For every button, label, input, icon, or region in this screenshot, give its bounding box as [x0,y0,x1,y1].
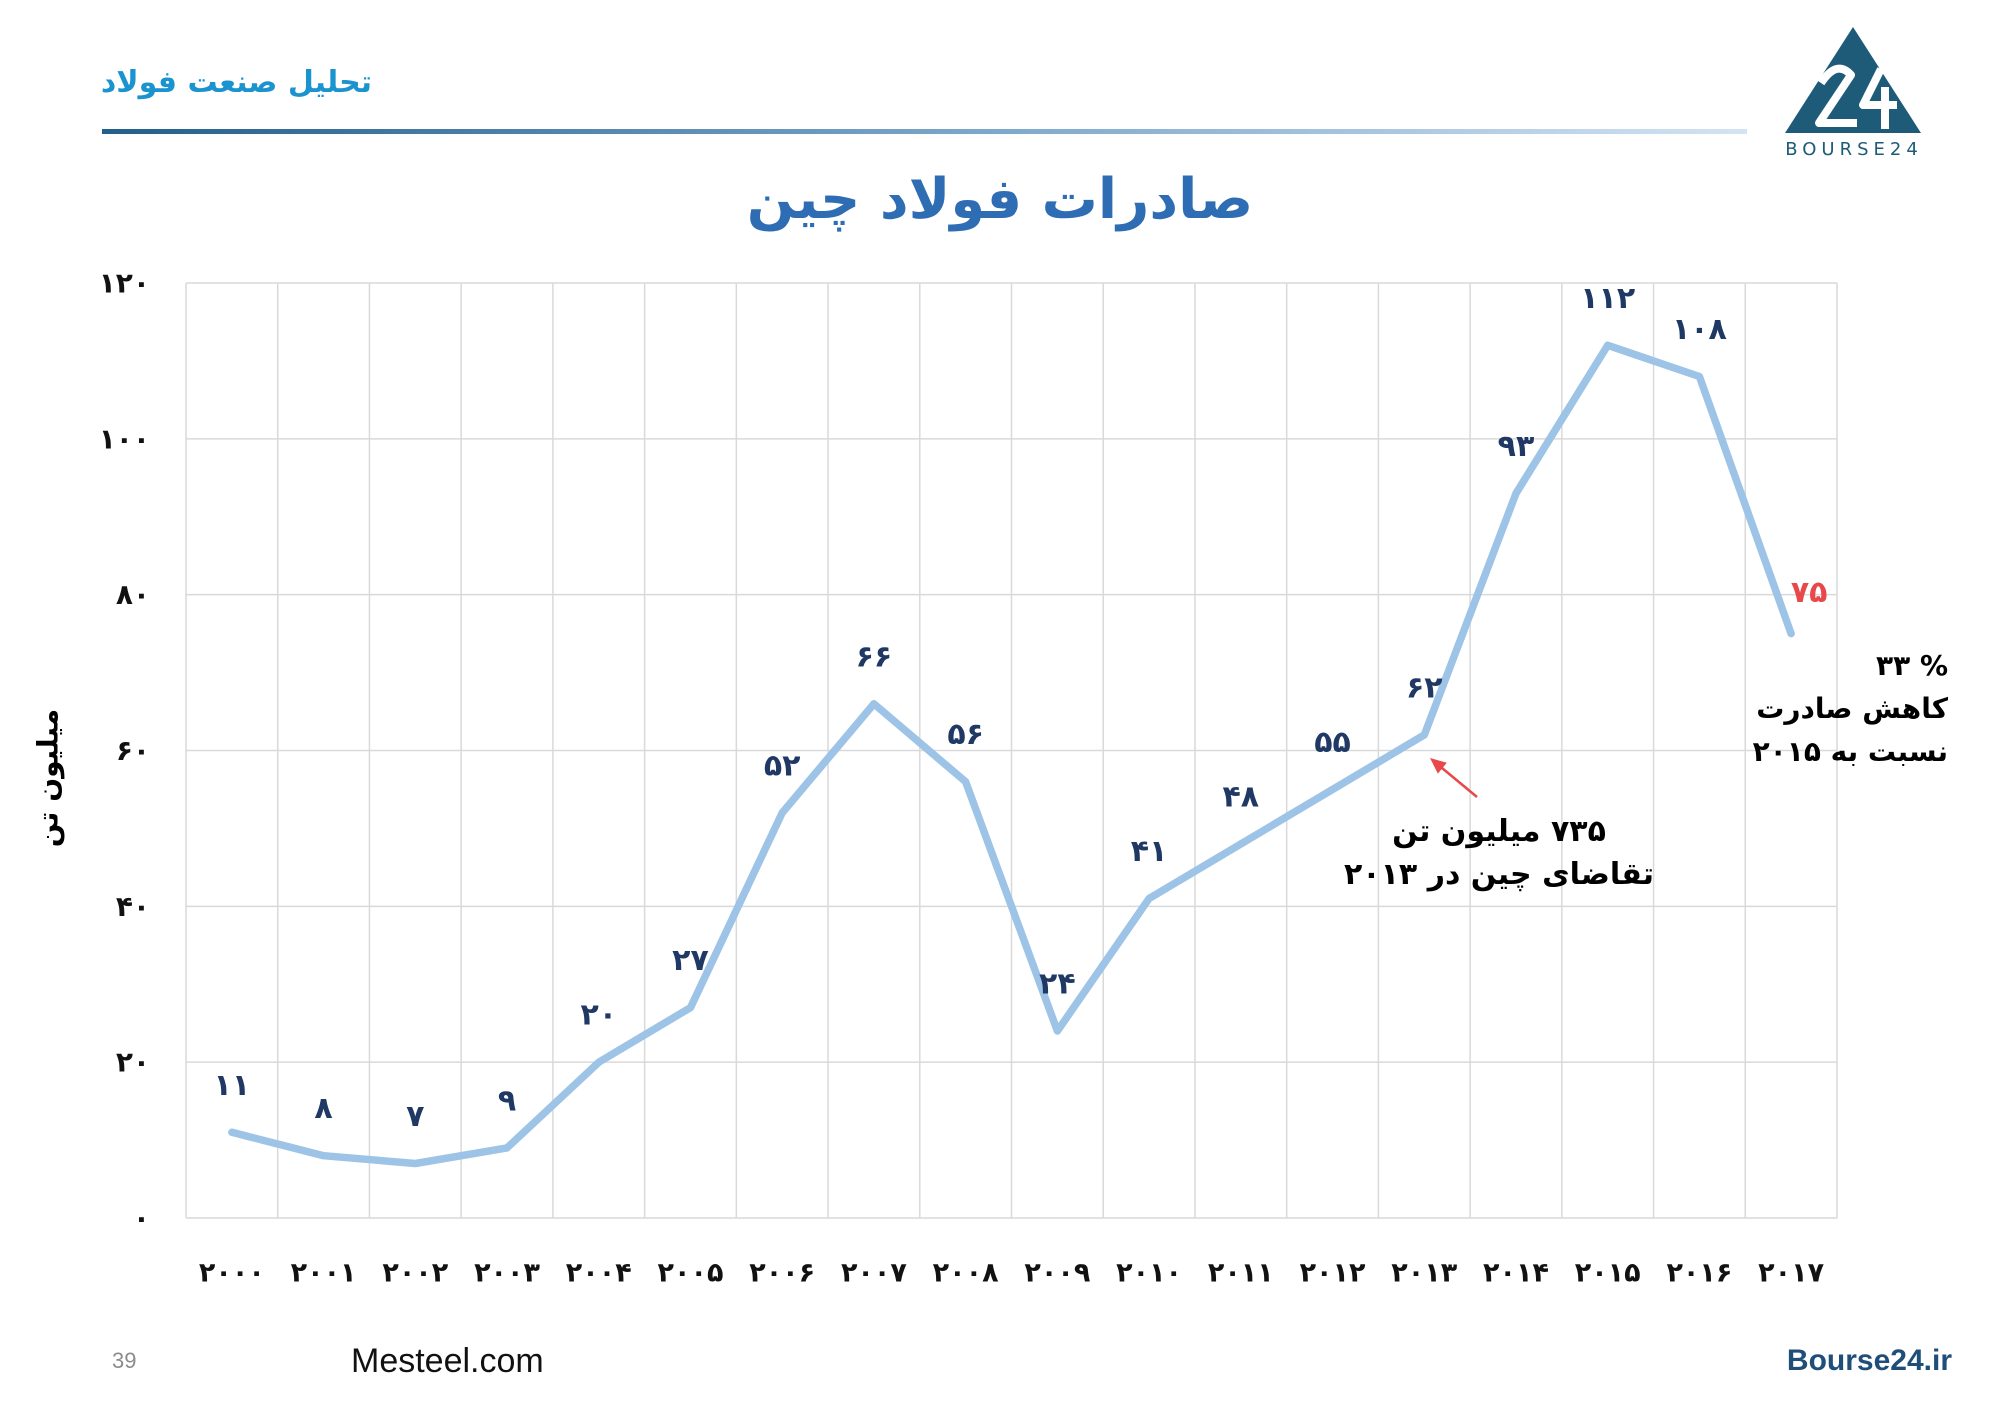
x-tick-label: ۲۰۰۶ [749,1258,815,1289]
data-label: ۲۷ [672,943,709,978]
data-point [503,1144,511,1152]
chart-title: صادرات فولاد چین [746,167,1254,232]
logo-two-stroke [1815,64,1857,127]
annotation-line: ۷۳۵ میلیون تن [1392,814,1606,849]
footer-left-website: Mesteel.com [351,1342,544,1380]
footer-right-website: Bourse24.ir [1786,1344,1952,1377]
data-point [1329,785,1337,793]
data-point [778,809,786,817]
annotation-demand-2013: ۷۳۵ میلیون تن تقاضای چین در ۲۰۱۳ [1329,810,1669,896]
data-label: ۲۴ [1039,967,1076,1002]
data-points [228,341,1795,1167]
data-point [1787,630,1795,638]
series-line [228,341,1795,1168]
data-point [1053,1027,1061,1035]
bourse24-logo-icon [1785,27,1921,133]
x-tick-label: ۲۰۰۹ [1024,1258,1090,1289]
annotation-arrow [1430,758,1478,798]
x-tick-label: ۲۰۱۳ [1391,1258,1457,1289]
data-label: ۱۱۲ [1580,281,1635,316]
data-label: ۱۱ [214,1068,251,1103]
x-tick-label: ۲۰۰۱ [291,1258,357,1289]
data-label: ۴۱ [1131,834,1168,869]
y-tick-label: ۸۰ [116,578,150,611]
y-axis-title: میلیون تن [32,709,65,848]
data-point [1420,731,1428,739]
data-label: ۵۵ [1314,725,1351,760]
data-point [1695,373,1703,380]
x-tick-label: ۲۰۰۵ [658,1258,724,1289]
arrow-head-icon [1430,758,1447,774]
x-tick-label: ۲۰۱۰ [1116,1258,1182,1289]
annotation-line: نسبت به ۲۰۱۵ [1752,735,1948,768]
y-tick-label: ۱۰۰ [99,422,150,455]
y-tick-label: ۰ [133,1202,150,1235]
annotation-line: کاهش صادرت [1756,692,1948,725]
data-label: ۵۶ [947,717,984,752]
data-label: ۹۳ [1498,429,1535,464]
y-tick-label: ۱۲۰ [99,267,150,300]
data-point [1145,895,1153,903]
data-label: ۴۸ [1222,780,1259,815]
arrow-shaft [1441,767,1478,798]
data-point [1237,840,1245,848]
x-tick-label: ۲۰۰۲ [382,1258,448,1289]
x-tick-label: ۲۰۰۸ [933,1258,999,1289]
data-point [1604,341,1612,349]
data-point [686,1004,694,1012]
data-point [595,1058,603,1066]
data-point [228,1128,236,1136]
x-tick-label: ۲۰۰۰ [199,1258,265,1289]
x-tick-label: ۲۰۰۴ [566,1258,632,1289]
data-point [320,1152,328,1160]
data-label: ۵۲ [764,748,801,783]
x-axis: ۲۰۰۰ ۲۰۰۱ ۲۰۰۲ ۲۰۰۳ ۲۰۰۴ ۲۰۰۵ ۲۰۰۶ ۲۰۰۷ ۲۰۰۸ ۲۰۰۹… [199,1258,1825,1289]
data-label: ۶۲ [1406,670,1443,705]
x-tick-label: ۲۰۰۳ [474,1258,540,1289]
y-tick-label: ۴۰ [116,890,150,923]
x-tick-label: ۲۰۱۱ [1208,1258,1274,1289]
logo-four-stroke [1859,67,1897,129]
logo-triangle [1785,27,1921,133]
annotation-line: ۳۳ % [1876,649,1948,682]
data-label: ۹ [498,1083,516,1118]
data-point [411,1159,419,1167]
x-tick-label: ۲۰۱۷ [1758,1258,1824,1289]
data-label: ۸ [314,1091,332,1126]
data-labels: ۱۱ ۸ ۷ ۹ ۲۰ ۲۷ ۵۲ ۶۶ ۵۶ ۲۴ ۴۱ ۴۸ ۵۵ ۶۲ ۹۳ ۱۱۲ ۱۰۸ ۷۵ [214,281,1828,1134]
x-tick-label: ۲۰۱۴ [1483,1258,1549,1289]
logo-wordmark: BOURSE24 [1785,139,1923,160]
annotation-export-decline: ۳۳ % کاهش صادرت نسبت به ۲۰۱۵ [1738,644,1948,773]
data-label: ۲۰ [580,998,617,1033]
header-divider [102,129,1747,134]
data-label: ۷۵ [1791,575,1828,610]
data-point [870,700,878,708]
y-tick-label: ۶۰ [116,734,150,767]
section-title: تحلیل صنعت فولاد [100,65,372,100]
x-tick-label: ۲۰۱۶ [1666,1258,1732,1289]
y-tick-label: ۲۰ [116,1046,150,1079]
x-tick-label: ۲۰۱۵ [1575,1258,1641,1289]
data-label: ۷ [406,1099,424,1134]
x-tick-label: ۲۰۰۷ [841,1258,907,1289]
gridlines [185,282,1838,1219]
y-axis: ۰ ۲۰ ۴۰ ۶۰ ۸۰ ۱۰۰ ۱۲۰ میلیون تن [32,267,151,1235]
data-label: ۶۶ [856,639,893,674]
data-label: ۱۰۸ [1672,312,1727,347]
x-tick-label: ۲۰۱۲ [1300,1258,1366,1289]
slide-number: 39 [112,1348,137,1373]
annotation-line: تقاضای چین در ۲۰۱۳ [1344,857,1654,892]
data-point [962,778,970,786]
data-point [1512,489,1520,497]
